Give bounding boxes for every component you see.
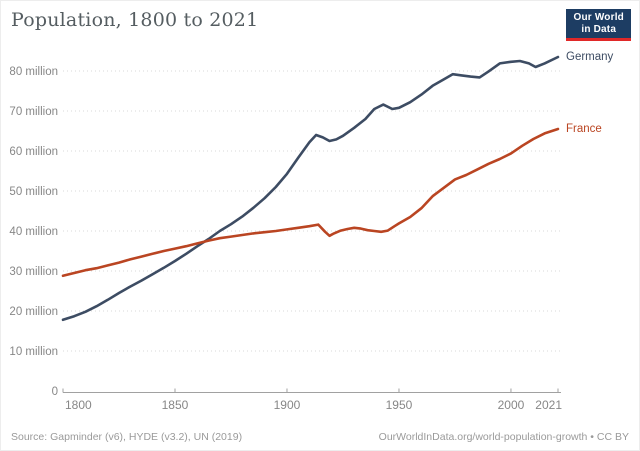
y-axis-tick-label: 10 million xyxy=(9,346,58,358)
y-axis-tick-label: 50 million xyxy=(9,186,58,198)
y-axis-tick-label: 40 million xyxy=(9,226,58,238)
x-axis-tick-label: 2021 xyxy=(535,398,562,412)
series-label-germany[interactable]: Germany xyxy=(566,51,614,63)
y-axis-tick-label: 80 million xyxy=(9,66,58,78)
y-axis-tick-label: 30 million xyxy=(9,266,58,278)
x-axis-tick-label: 1800 xyxy=(65,398,92,412)
footer-link[interactable]: OurWorldInData.org/world-population-grow… xyxy=(378,431,629,443)
x-axis-tick-label: 1850 xyxy=(162,398,189,412)
y-axis-tick-label: 60 million xyxy=(9,146,58,158)
owid-logo[interactable]: Our World in Data xyxy=(566,9,631,41)
series-line-germany[interactable] xyxy=(61,55,560,322)
chart-title: Population, 1800 to 2021 xyxy=(11,9,259,31)
chart-footer: Source: Gapminder (v6), HYDE (v3.2), UN … xyxy=(1,431,639,443)
series-line-france[interactable] xyxy=(61,127,560,278)
x-axis-tick-label: 1950 xyxy=(386,398,413,412)
population-line-chart[interactable]: 0 10 million 20 million 30 million 40 millio… xyxy=(1,1,640,419)
owid-logo-line1: Our World xyxy=(573,12,624,23)
y-axis-tick-label: 0 xyxy=(52,386,58,398)
y-axis-tick-label: 20 million xyxy=(9,306,58,318)
source-note: Source: Gapminder (v6), HYDE (v3.2), UN … xyxy=(11,431,243,443)
owid-logo-line2: in Data xyxy=(581,24,617,35)
y-axis-tick-label: 70 million xyxy=(9,106,58,118)
series-label-france[interactable]: France xyxy=(566,123,602,135)
x-axis-tick-label: 2000 xyxy=(498,398,525,412)
x-axis-tick-label: 1900 xyxy=(274,398,301,412)
